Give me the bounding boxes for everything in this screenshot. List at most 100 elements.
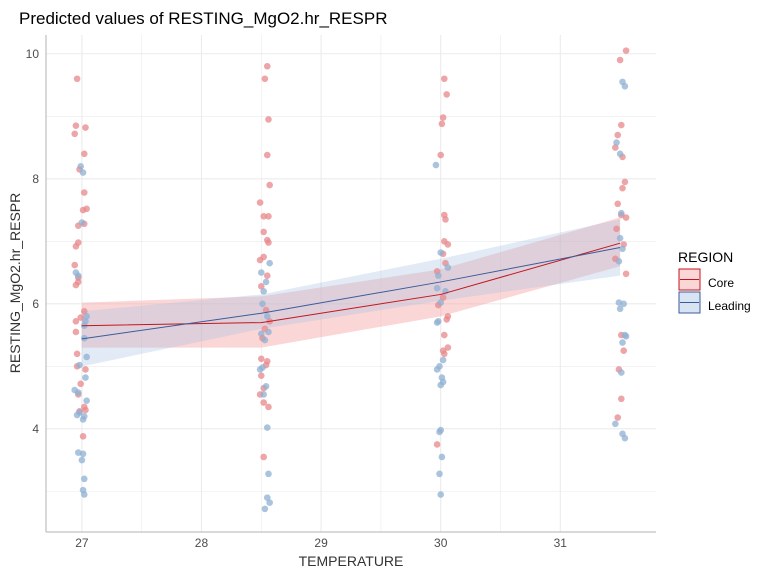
- fit-line-core: [81, 242, 621, 327]
- point-leading: [439, 356, 447, 364]
- point-core: [433, 441, 441, 448]
- point-leading: [612, 420, 619, 428]
- point-core: [77, 314, 84, 321]
- legend-label-leading: Leading: [708, 299, 751, 313]
- point-core: [263, 62, 271, 70]
- point-core: [263, 151, 271, 159]
- point-leading: [437, 249, 445, 256]
- band-core: [81, 217, 621, 348]
- point-core: [73, 75, 81, 83]
- point-core: [437, 151, 445, 159]
- axes: [45, 35, 656, 533]
- point-leading: [79, 169, 87, 176]
- point-core: [80, 189, 88, 196]
- point-core: [72, 318, 80, 325]
- point-leading: [260, 288, 267, 295]
- point-core: [260, 453, 267, 461]
- point-leading: [622, 333, 630, 340]
- point-core: [77, 380, 84, 388]
- point-core: [443, 316, 450, 323]
- point-core: [438, 120, 446, 128]
- point-leading: [261, 505, 269, 513]
- point-leading: [618, 209, 625, 217]
- point-leading: [259, 300, 266, 308]
- legend-title: REGION: [678, 249, 733, 265]
- point-core: [440, 331, 448, 339]
- point-leading: [436, 470, 443, 478]
- point-leading: [620, 300, 628, 308]
- legend-keys: [678, 268, 701, 314]
- point-core: [622, 270, 630, 278]
- point-core: [72, 328, 80, 336]
- point-core: [265, 403, 272, 411]
- point-leading: [262, 278, 270, 286]
- fit-line-leading: [81, 247, 621, 340]
- point-leading: [432, 161, 440, 169]
- point-core: [440, 75, 448, 83]
- point-core: [622, 47, 630, 54]
- point-leading: [438, 453, 446, 461]
- point-core: [260, 399, 267, 406]
- point-core: [74, 278, 82, 286]
- x-tick-label: 31: [554, 536, 568, 550]
- point-leading: [265, 470, 272, 478]
- point-leading: [444, 264, 452, 271]
- point-core: [614, 131, 622, 139]
- point-leading: [616, 150, 624, 158]
- x-tick-label: 29: [314, 536, 328, 550]
- legend-label-core: Core: [708, 276, 734, 290]
- point-leading: [616, 305, 624, 313]
- point-core: [444, 241, 452, 248]
- point-core: [72, 122, 80, 129]
- point-core: [265, 212, 272, 220]
- y-tick-label: 4: [32, 422, 39, 436]
- point-leading: [257, 269, 265, 276]
- point-core: [614, 414, 622, 421]
- confidence-bands: [81, 217, 621, 367]
- point-core: [79, 433, 87, 440]
- point-core: [616, 56, 624, 64]
- point-leading: [80, 475, 88, 483]
- point-core: [260, 212, 267, 220]
- point-leading: [436, 428, 443, 436]
- point-core: [80, 150, 88, 158]
- point-core: [619, 184, 626, 192]
- point-core: [266, 181, 273, 189]
- x-tick-label: 27: [75, 536, 89, 550]
- legend: REGION Core Leading: [678, 249, 751, 314]
- point-leading: [437, 299, 445, 306]
- point-leading: [263, 494, 271, 501]
- point-core: [256, 256, 264, 264]
- point-leading: [80, 491, 88, 498]
- point-leading: [613, 139, 620, 146]
- point-leading: [263, 424, 271, 431]
- tick-labels: 27 28 29 30 31 4 6 8 10: [26, 47, 568, 550]
- point-core: [263, 272, 271, 279]
- point-leading: [257, 330, 265, 338]
- point-leading: [437, 381, 445, 389]
- point-leading: [616, 234, 624, 242]
- point-core: [82, 366, 89, 373]
- point-core: [256, 199, 264, 206]
- point-leading: [621, 434, 629, 442]
- point-leading: [619, 339, 626, 346]
- point-leading: [79, 416, 87, 423]
- point-core: [71, 261, 79, 269]
- grid: [46, 35, 656, 532]
- point-leading: [78, 456, 86, 464]
- point-leading: [77, 162, 84, 170]
- point-leading: [256, 366, 264, 373]
- data-points: [71, 47, 630, 513]
- point-leading: [83, 353, 90, 361]
- point-core: [614, 200, 622, 208]
- point-core: [82, 124, 89, 131]
- fit-lines: [81, 242, 621, 340]
- point-leading: [437, 491, 445, 498]
- point-leading: [433, 366, 441, 373]
- point-core: [440, 350, 448, 358]
- point-leading: [266, 499, 273, 506]
- point-core: [621, 178, 629, 186]
- point-leading: [74, 272, 82, 279]
- band-leading: [81, 219, 621, 367]
